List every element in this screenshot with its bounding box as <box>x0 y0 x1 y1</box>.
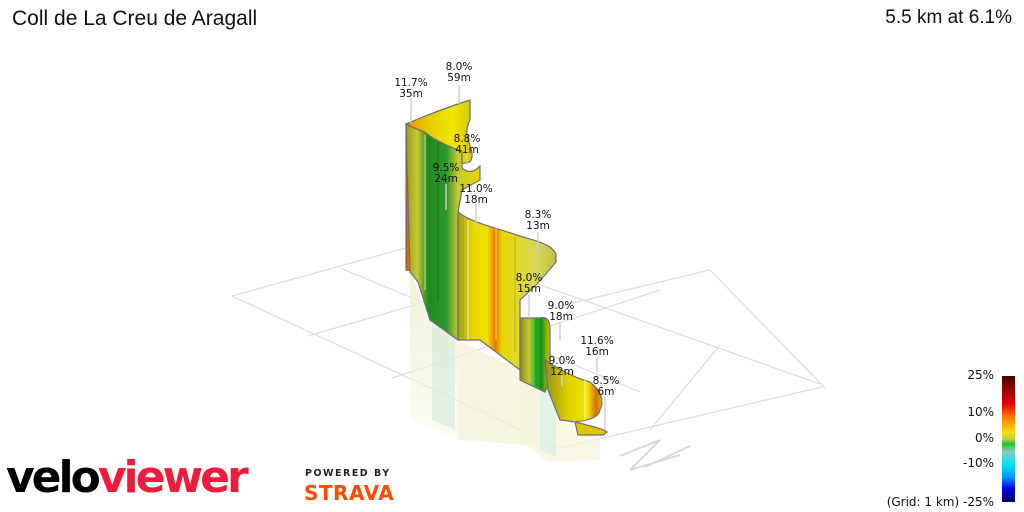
annotation-length: 6m <box>598 386 615 398</box>
logo-viewer: viewer <box>97 452 249 503</box>
legend-grid-label: (Grid: 1 km) -25% <box>886 495 994 509</box>
annotation-gradient: 11.6% <box>580 335 613 347</box>
powered-by-label: POWERED BY <box>305 468 391 479</box>
annotation-gradient: 9.5% <box>433 162 460 174</box>
annotation-length: 13m <box>526 220 550 232</box>
annotation-gradient: 8.0% <box>446 61 473 73</box>
gradient-annotations: 11.7% 35m 8.0% 59m 8.8% 41m 9.5% 24m 11.… <box>394 61 619 398</box>
climb-summary: 5.5 km at 6.1% <box>885 7 1012 28</box>
annotation-gradient: 8.5% <box>593 375 620 387</box>
annotation-length: 16m <box>585 346 609 358</box>
annotation-gradient: 9.0% <box>549 355 576 367</box>
legend-tick: 0% <box>974 431 994 445</box>
annotation-length: 18m <box>464 194 488 206</box>
segment-stripes <box>424 135 586 420</box>
annotation-length: 35m <box>399 88 423 100</box>
legend-tick: 10% <box>967 405 994 419</box>
annotation-gradient: 9.0% <box>548 300 575 312</box>
annotation-gradient: 11.0% <box>459 183 492 195</box>
annotation-leaders <box>410 85 606 430</box>
annotation-length: 41m <box>455 144 479 156</box>
annotation-gradient: 8.8% <box>454 133 481 145</box>
legend-tick: -10% <box>962 456 994 470</box>
north-arrow-icon <box>619 439 691 471</box>
annotation-length: 12m <box>550 366 574 378</box>
gradient-colorbar <box>1002 376 1015 502</box>
legend-tick: 25% <box>967 368 994 382</box>
annotation-length: 59m <box>447 72 471 84</box>
annotation-length: 24m <box>434 173 458 185</box>
profile-walls <box>405 99 608 436</box>
climb-title: Coll de La Creu de Aragall <box>12 7 258 30</box>
annotation-gradient: 8.0% <box>516 272 543 284</box>
annotation-length: 18m <box>549 311 573 323</box>
veloviewer-logo[interactable]: veloviewer <box>6 456 249 500</box>
annotation-length: 15m <box>517 283 541 295</box>
logo-velo: velo <box>6 452 101 503</box>
annotation-gradient: 11.7% <box>394 77 427 89</box>
annotation-gradient: 8.3% <box>525 209 552 221</box>
strava-logo[interactable]: STRAVA <box>304 481 395 505</box>
